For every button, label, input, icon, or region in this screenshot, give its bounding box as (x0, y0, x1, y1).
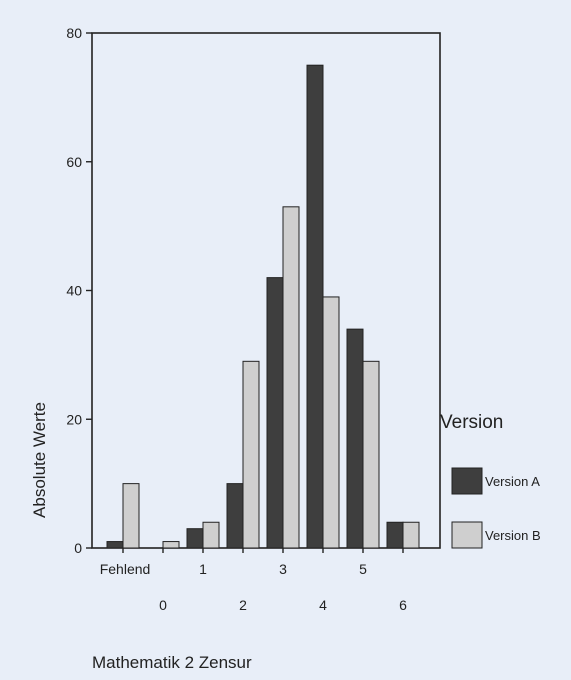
legend-swatch-version-b (451, 521, 483, 549)
bar-version-b-2 (242, 360, 260, 549)
bar-version-a-4 (306, 64, 324, 549)
bar-version-b-0 (162, 541, 180, 549)
x-tick-label: Fehlend (100, 561, 151, 577)
x-tick-label: 4 (319, 597, 327, 613)
bar-version-a-1 (186, 528, 204, 549)
bar-version-b-1 (202, 521, 220, 549)
bar-version-b-3 (282, 206, 300, 549)
legend-items: Version A Version B (451, 467, 541, 549)
bar-version-b-4 (322, 296, 340, 549)
y-ticks-layer: 0 20 40 60 80 (66, 25, 92, 556)
y-tick-label: 20 (66, 411, 82, 427)
x-tick-label: 6 (399, 597, 407, 613)
x-tick-label: 1 (199, 561, 207, 577)
legend-swatch-version-a (451, 467, 483, 495)
y-tick-label: 0 (74, 540, 82, 556)
bar-version-b-fehlend (122, 483, 140, 549)
legend-label-version-b: Version B (485, 528, 541, 543)
bar-version-a-2 (226, 483, 244, 549)
x-tick-label: 0 (159, 597, 167, 613)
bar-version-a-3 (266, 277, 284, 549)
bars-layer (106, 64, 420, 549)
plot-frame (91, 32, 441, 549)
bar-version-a-5 (346, 328, 364, 549)
y-axis-label: Absolute Werte (30, 402, 49, 518)
x-tick-label: 3 (279, 561, 287, 577)
x-tick-label: 5 (359, 561, 367, 577)
bar-version-b-6 (402, 521, 420, 549)
legend: Version Version A Version B (440, 412, 541, 549)
bar-version-a-fehlend (106, 541, 124, 549)
y-tick-label: 80 (66, 25, 82, 41)
bar-version-a-6 (386, 521, 404, 549)
x-axis-label: Mathematik 2 Zensur (92, 653, 252, 672)
legend-label-version-a: Version A (485, 474, 540, 489)
y-tick-label: 60 (66, 154, 82, 170)
bar-version-b-5 (362, 360, 380, 549)
y-tick-label: 40 (66, 283, 82, 299)
x-tick-label: 2 (239, 597, 247, 613)
legend-title: Version (440, 412, 503, 433)
x-ticks-layer: Fehlend 0 1 2 3 4 5 6 (100, 548, 407, 613)
plot-frame-layer (91, 32, 441, 549)
